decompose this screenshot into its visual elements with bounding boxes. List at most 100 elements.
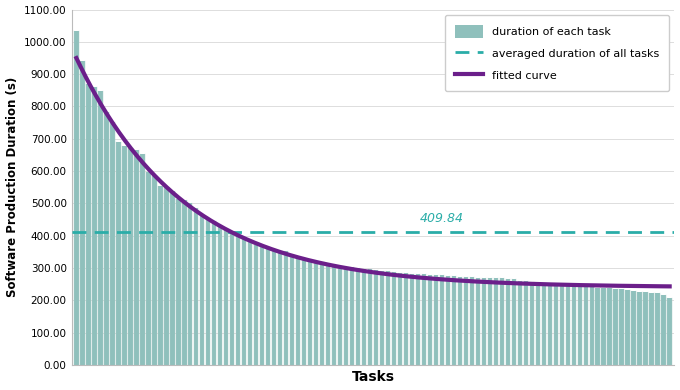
Bar xyxy=(92,87,97,365)
Bar xyxy=(254,245,258,365)
Bar xyxy=(404,273,408,365)
Bar xyxy=(356,268,360,365)
Bar xyxy=(422,275,426,365)
Bar xyxy=(218,226,222,365)
Bar xyxy=(506,278,510,365)
Bar xyxy=(158,186,163,365)
Bar xyxy=(619,289,624,365)
Bar xyxy=(464,277,468,365)
Bar xyxy=(415,274,420,365)
Bar xyxy=(386,271,390,365)
Bar xyxy=(583,287,588,365)
Bar xyxy=(613,289,618,365)
Bar xyxy=(607,288,612,365)
Bar xyxy=(410,274,414,365)
Bar xyxy=(206,219,211,365)
Bar xyxy=(260,246,265,365)
Bar xyxy=(662,296,666,365)
Bar xyxy=(434,275,438,365)
Bar xyxy=(266,249,271,365)
Bar xyxy=(338,266,342,365)
Bar xyxy=(554,285,558,365)
Bar xyxy=(667,298,672,365)
Bar xyxy=(242,239,246,365)
Bar xyxy=(188,204,192,365)
Bar xyxy=(656,293,660,365)
Bar xyxy=(577,287,582,365)
Bar xyxy=(320,262,324,365)
Bar xyxy=(560,285,564,365)
Bar xyxy=(536,283,540,365)
Bar xyxy=(458,277,462,365)
Bar xyxy=(637,292,642,365)
Bar xyxy=(494,278,498,365)
Bar xyxy=(428,275,432,365)
Bar xyxy=(332,266,337,365)
Bar xyxy=(541,284,546,365)
Bar xyxy=(116,142,120,365)
Bar xyxy=(98,91,103,365)
Bar xyxy=(86,83,90,365)
Y-axis label: Software Production Duration (s): Software Production Duration (s) xyxy=(5,77,18,297)
Bar xyxy=(326,263,330,365)
Bar xyxy=(182,200,186,365)
Bar xyxy=(524,281,528,365)
Bar xyxy=(626,289,630,365)
Bar xyxy=(290,255,294,365)
Bar xyxy=(475,278,480,365)
Bar xyxy=(530,282,534,365)
Bar xyxy=(398,273,403,365)
Bar xyxy=(224,229,228,365)
Bar xyxy=(379,271,384,365)
Bar xyxy=(470,277,474,365)
Bar xyxy=(164,187,169,365)
Bar xyxy=(284,251,288,365)
Bar xyxy=(212,222,216,365)
Bar xyxy=(596,288,600,365)
Legend: duration of each task, averaged duration of all tasks, fitted curve: duration of each task, averaged duration… xyxy=(445,15,669,91)
X-axis label: Tasks: Tasks xyxy=(352,370,394,385)
Bar xyxy=(194,208,199,365)
Bar xyxy=(122,145,126,365)
Bar xyxy=(368,269,372,365)
Bar xyxy=(296,257,301,365)
Bar xyxy=(566,286,570,365)
Bar xyxy=(110,122,115,365)
Bar xyxy=(302,260,307,365)
Bar xyxy=(170,191,175,365)
Bar xyxy=(314,262,318,365)
Bar xyxy=(236,234,241,365)
Bar xyxy=(230,232,235,365)
Bar xyxy=(248,242,252,365)
Bar xyxy=(152,176,156,365)
Bar xyxy=(511,279,516,365)
Bar xyxy=(649,293,654,365)
Bar xyxy=(80,60,84,365)
Bar xyxy=(140,154,145,365)
Bar xyxy=(547,284,552,365)
Bar xyxy=(146,172,150,365)
Bar xyxy=(488,278,492,365)
Bar xyxy=(571,286,576,365)
Bar xyxy=(445,276,450,365)
Bar xyxy=(632,291,636,365)
Bar xyxy=(590,287,594,365)
Bar xyxy=(176,199,180,365)
Bar xyxy=(200,216,205,365)
Bar xyxy=(374,270,378,365)
Bar xyxy=(104,112,109,365)
Text: 409.84: 409.84 xyxy=(420,213,464,225)
Bar xyxy=(74,30,79,365)
Bar xyxy=(128,147,133,365)
Bar xyxy=(392,272,396,365)
Bar xyxy=(440,275,444,365)
Bar xyxy=(308,261,312,365)
Bar xyxy=(602,288,606,365)
Bar xyxy=(500,278,504,365)
Bar xyxy=(362,269,367,365)
Bar xyxy=(278,251,282,365)
Bar xyxy=(452,276,456,365)
Bar xyxy=(344,267,348,365)
Bar xyxy=(643,292,648,365)
Bar xyxy=(350,267,354,365)
